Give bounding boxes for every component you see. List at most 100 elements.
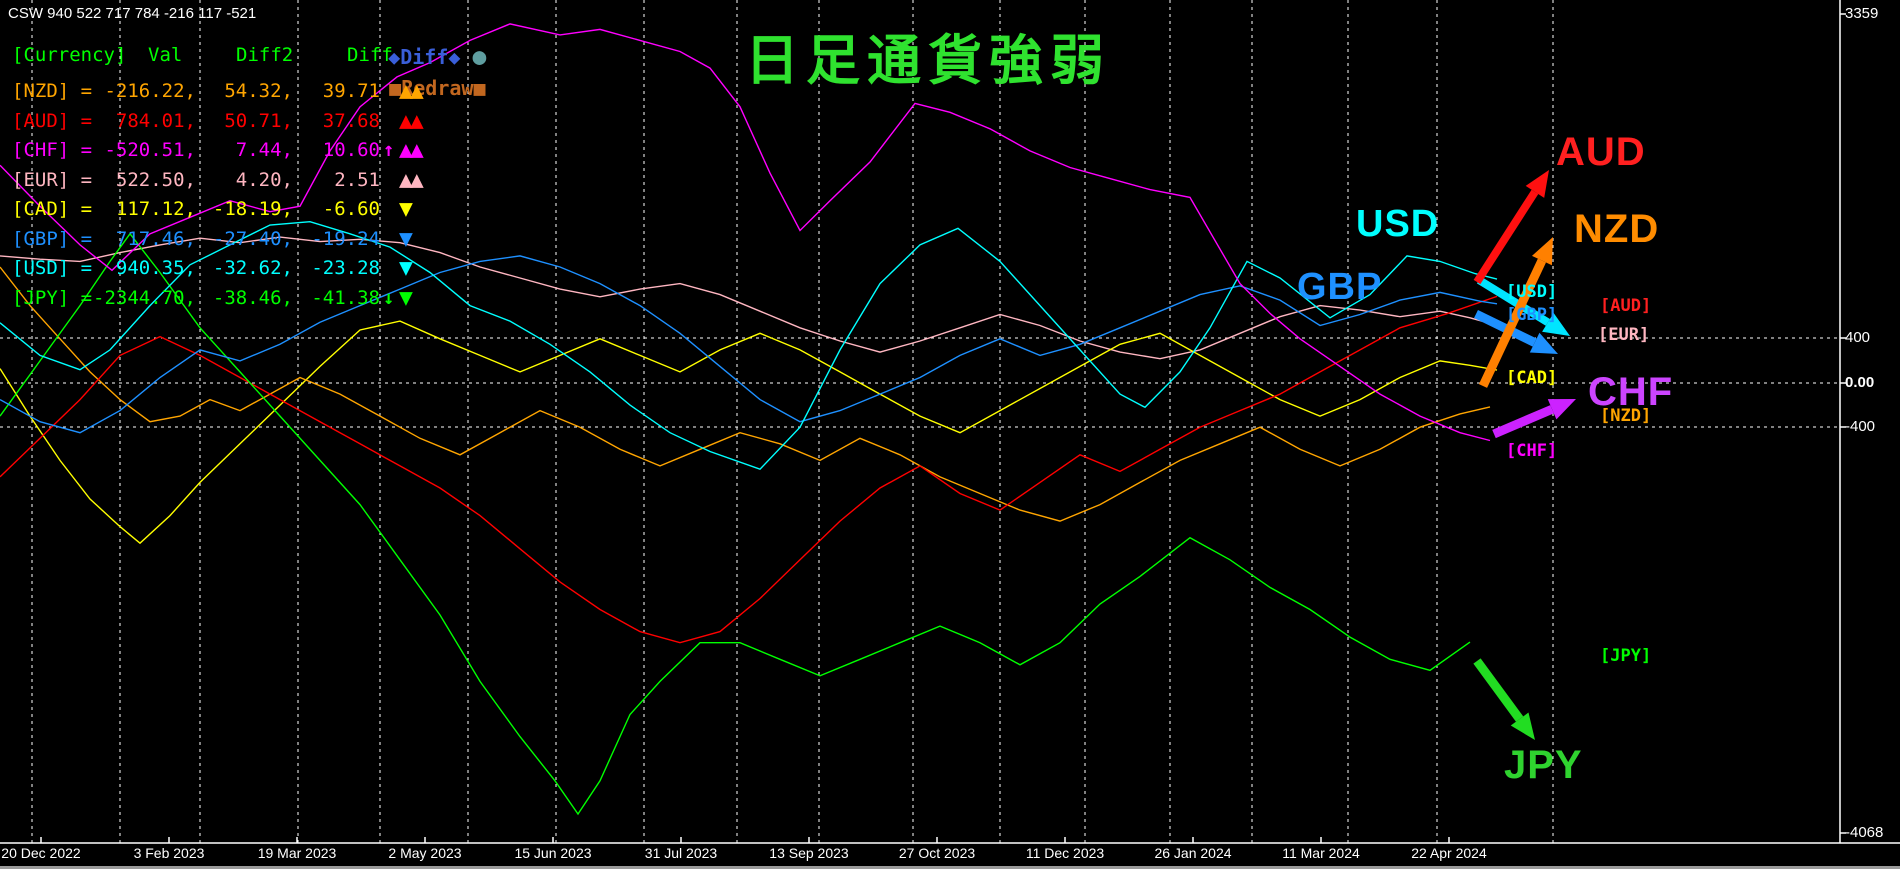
price-axis-label: -4068 bbox=[1845, 824, 1884, 841]
redraw-marker-label: Redraw bbox=[401, 76, 474, 100]
direction-arrow: ↑ bbox=[383, 139, 395, 161]
diff-cell: 39.71 bbox=[322, 80, 380, 102]
date-axis-label: 13 Sep 2023 bbox=[769, 845, 849, 861]
jpy-arrow-head bbox=[1510, 712, 1535, 740]
strength-line-jpy bbox=[0, 232, 1471, 816]
nzd-arrow-head bbox=[1531, 237, 1553, 266]
big-label-aud: AUD bbox=[1556, 130, 1646, 174]
col-header-currency: [Currency] bbox=[12, 44, 127, 66]
date-axis-label: 15 Jun 2023 bbox=[514, 845, 592, 861]
table-row: [JPY] = -2344.70, -38.46, -41.38 ↓ ▼ bbox=[0, 284, 460, 316]
chf-arrow-head bbox=[1547, 399, 1576, 420]
currency-code: [GBP] = bbox=[12, 227, 93, 250]
up-triangle-icon: ▲▲ bbox=[399, 107, 424, 134]
big-label-gbp: GBP bbox=[1297, 266, 1383, 308]
end-label-chf: [CHF] bbox=[1506, 441, 1558, 461]
redraw-square-icon: ■ bbox=[473, 76, 486, 100]
diff-cell: -6.60 bbox=[322, 198, 380, 220]
diff-cell: -23.28 bbox=[311, 257, 380, 279]
col-header-val: Val bbox=[148, 44, 183, 66]
value-cell: -520.51, bbox=[104, 139, 196, 161]
currency-code: [CAD] = bbox=[12, 198, 93, 220]
big-label-nzd: NZD bbox=[1574, 207, 1660, 251]
currency-code: [JPY] = bbox=[12, 286, 93, 309]
gbp-arrow-head bbox=[1529, 332, 1558, 354]
date-axis-label: 3 Feb 2023 bbox=[133, 845, 205, 861]
strength-line-eur bbox=[0, 236, 1498, 360]
value-cell: 717.46, bbox=[115, 227, 196, 250]
date-axis-label: 26 Jan 2024 bbox=[1154, 845, 1232, 861]
big-label-jpy: JPY bbox=[1504, 743, 1583, 787]
diff-marker-legend: ◆Diff◆ ● bbox=[340, 20, 486, 94]
diff-marker-label: Diff bbox=[400, 45, 449, 69]
diff2-cell: -32.62, bbox=[212, 257, 293, 279]
table-row: [CAD] = 117.12, -18.19, -6.60 ▼ bbox=[0, 198, 460, 227]
date-axis-label: 27 Oct 2023 bbox=[898, 845, 976, 861]
end-label-gbp: [GBP] bbox=[1506, 305, 1558, 325]
usd-arrow bbox=[1476, 276, 1550, 326]
end-label-usd: [USD] bbox=[1506, 282, 1558, 302]
date-axis-label: 2 May 2023 bbox=[388, 845, 462, 861]
date-axis-label: 11 Dec 2023 bbox=[1025, 845, 1105, 861]
currency-code: [EUR] = bbox=[12, 168, 93, 191]
strength-line-cad bbox=[0, 320, 1498, 545]
chart-title: 日足通貨強弱 bbox=[745, 31, 1111, 91]
value-cell: 522.50, bbox=[115, 168, 196, 191]
strength-line-aud bbox=[0, 295, 1498, 644]
diff2-cell: 7.44, bbox=[235, 139, 293, 161]
direction-arrow: ↓ bbox=[383, 286, 395, 309]
jpy-arrow bbox=[1473, 658, 1524, 722]
table-row: [CHF] = -520.51, 7.44, 10.60 ↑ ▲▲ bbox=[0, 139, 460, 168]
table-row: [NZD] = -216.22, 54.32, 39.71 ▲▲ bbox=[0, 80, 460, 109]
currency-code: [AUD] = bbox=[12, 109, 93, 132]
col-header-diff: Diff bbox=[347, 44, 393, 66]
nzd-arrow bbox=[1478, 258, 1547, 388]
price-axis-label: 0.00 bbox=[1845, 374, 1875, 391]
diff2-cell: 4.20, bbox=[235, 168, 293, 191]
diff-diamond-icon: ◆ bbox=[448, 45, 461, 69]
end-label-cad: [CAD] bbox=[1506, 368, 1558, 388]
table-row: [EUR] = 522.50, 4.20, 2.51 ▲▲ bbox=[0, 166, 460, 198]
date-axis-label: 20 Dec 2022 bbox=[1, 845, 81, 861]
diff-cell: -19.24 bbox=[311, 227, 380, 250]
date-axis-label: 31 Jul 2023 bbox=[644, 845, 718, 861]
end-label-eur: [EUR] bbox=[1598, 325, 1650, 345]
diff2-cell: -18.19, bbox=[212, 198, 293, 220]
aud-arrow-head bbox=[1525, 170, 1549, 198]
up-triangle-icon: ▲▲ bbox=[399, 166, 424, 193]
col-header-diff2: Diff2 bbox=[236, 44, 294, 66]
strength-line-gbp bbox=[0, 255, 1498, 434]
diff-cell: 37.68 bbox=[322, 109, 380, 132]
diff-cell: -41.38 bbox=[311, 286, 380, 309]
bottom-divider bbox=[0, 866, 1900, 869]
value-cell: 784.01, bbox=[115, 109, 196, 132]
value-cell: 940.35, bbox=[115, 257, 196, 279]
table-row: [USD] = 940.35, -32.62, -23.28 ▼ bbox=[0, 257, 460, 286]
big-label-usd: USD bbox=[1356, 203, 1440, 245]
strength-line-usd bbox=[0, 220, 1498, 471]
down-triangle-icon: ▼ bbox=[399, 284, 413, 311]
down-triangle-icon: ▼ bbox=[399, 196, 413, 222]
up-triangle-icon: ▲▲ bbox=[399, 78, 424, 104]
table-row: [GBP] = 717.46, -27.40, -19.24 ▼ bbox=[0, 227, 460, 257]
diff2-cell: -38.46, bbox=[212, 286, 293, 309]
indicator-status-line: CSW 940 522 717 784 -216 117 -521 bbox=[8, 5, 257, 22]
value-cell: 117.12, bbox=[115, 198, 196, 220]
up-triangle-icon: ▲▲ bbox=[399, 137, 424, 163]
strength-line-nzd bbox=[0, 266, 1491, 522]
diff-cell: 2.51 bbox=[334, 168, 380, 191]
value-cell: -2344.70, bbox=[93, 286, 196, 309]
chf-arrow bbox=[1492, 405, 1554, 439]
end-label-jpy: [JPY] bbox=[1600, 646, 1652, 666]
currency-code: [NZD] = bbox=[12, 80, 93, 102]
big-label-chf: CHF bbox=[1588, 370, 1674, 414]
diff-diamond-icon: ◆ bbox=[388, 45, 401, 69]
redraw-square-icon: ■ bbox=[389, 76, 402, 100]
price-axis-label: 400 bbox=[1845, 329, 1871, 346]
down-triangle-icon: ▼ bbox=[399, 255, 413, 281]
diff-cell: 10.60 bbox=[322, 139, 380, 161]
date-axis-label: 19 Mar 2023 bbox=[257, 845, 337, 861]
date-axis-label: 22 Apr 2024 bbox=[1411, 845, 1487, 861]
